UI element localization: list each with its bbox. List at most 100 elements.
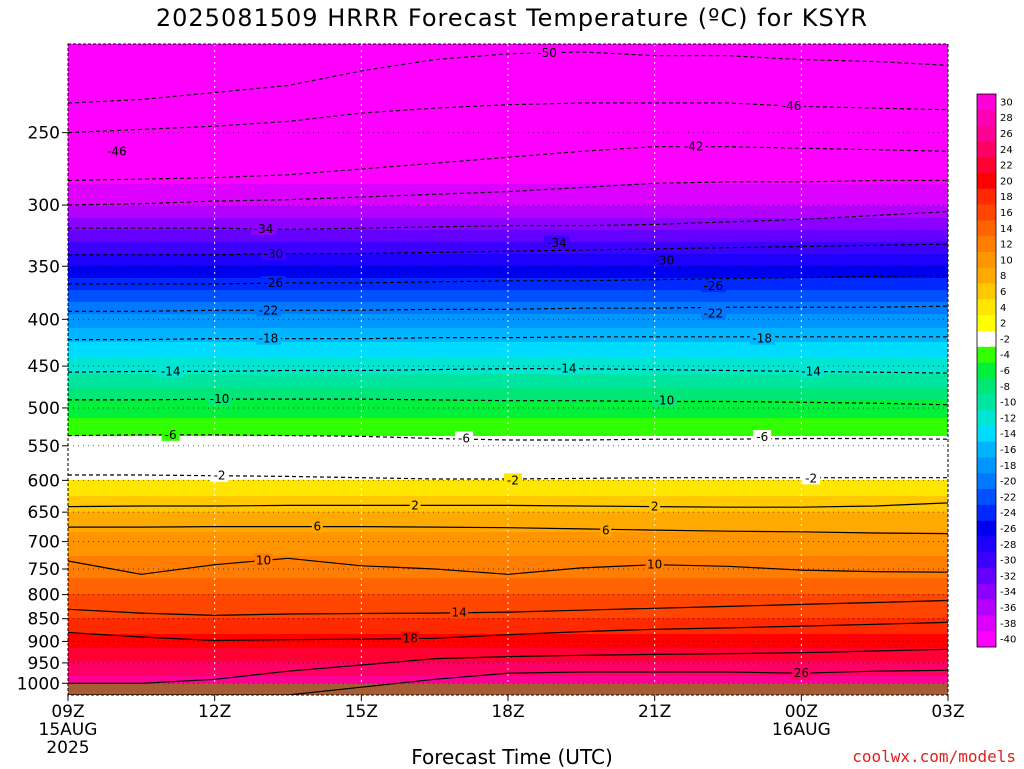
contour-label: -46 [782,99,802,113]
colorbar-swatch [977,568,996,585]
contour-label: -14 [801,364,821,378]
contour-label-bg [161,427,180,441]
contour-label: 26 [794,666,809,680]
colorbar-label: -32 [1000,571,1016,582]
contour-label: -6 [165,428,177,442]
temperature-band [68,82,948,85]
contour-label: -34 [547,236,567,250]
temperature-band [68,336,948,339]
temperature-band [68,46,948,49]
contour-label: -42 [684,140,704,154]
colorbar-label: -8 [1000,382,1010,393]
temperature-band [68,460,948,463]
temperature-band [68,424,948,427]
temperature-band [68,636,948,639]
temperature-band [68,630,948,633]
temperature-band [68,66,948,69]
temperature-band [68,592,948,595]
temperature-band [68,646,948,649]
temperature-band [68,370,948,373]
temperature-band [68,354,948,357]
contour-label: -26 [704,279,724,293]
temperature-band [68,124,948,127]
temperature-band [68,580,948,583]
colorbar-label: 28 [1000,113,1013,124]
x-tick-label: 09Z [51,702,84,722]
colorbar-label: -20 [1000,477,1016,488]
y-tick-label: 350 [28,257,60,277]
temperature-band [68,346,948,349]
temperature-band [68,156,948,159]
temperature-band [68,664,948,667]
colorbar-swatch [977,394,996,411]
y-tick-label: 700 [28,533,60,553]
temperature-band [68,282,948,285]
contour-label-bg [651,253,677,267]
temperature-band [68,150,948,153]
contour-label-bg [158,364,184,378]
contour-label-bg [700,306,726,320]
credit-link[interactable]: coolwx.com/models [852,747,1016,766]
temperature-band [68,390,948,393]
contour-label-bg [779,98,805,112]
contour-label-bg [600,523,612,537]
temperature-band [68,72,948,75]
colorbar-label: -12 [1000,413,1016,424]
temperature-band [68,366,948,369]
temperature-band [68,414,948,417]
temperature-band [68,604,948,607]
temperature-band [68,666,948,669]
temperature-band [68,412,948,415]
temperature-band [68,472,948,475]
temperature-band [68,450,948,453]
temperature-band [68,76,948,79]
temperature-band [68,262,948,265]
contour-label: -26 [264,276,284,290]
temperature-band [68,130,948,133]
temperature-band [68,286,948,289]
temperature-band [68,330,948,333]
temperature-band [68,220,948,223]
x-tick-label: 15Z [345,702,378,722]
colorbar-swatch [977,252,996,269]
colorbar-swatch [977,631,996,648]
y-tick-label: 600 [28,471,60,491]
temperature-band [68,78,948,81]
colorbar-swatch [977,378,996,395]
temperature-band [68,168,948,171]
temperature-band [68,448,948,451]
colorbar-swatch [977,236,996,253]
temperature-band [68,384,948,387]
temperature-band [68,208,948,211]
temperature-band [68,120,948,123]
temperature-band [68,192,948,195]
contour-label: -2 [805,471,817,485]
temperature-band [68,102,948,105]
y-tick-label: 800 [28,586,60,606]
axes: 2503003504004505005506006507007508008509… [17,43,965,758]
colorbar-swatch [977,331,996,348]
y-tick-label: 300 [28,196,60,216]
temperature-band [68,114,948,117]
temperature-band [68,70,948,73]
colorbar-label: -30 [1000,556,1016,567]
temperature-band [68,270,948,273]
temperature-band [68,316,948,319]
temperature-band [68,202,948,205]
contour-label: 6 [314,520,322,534]
temperature-band [68,250,948,253]
colorbar-swatch [977,141,996,158]
contour-label: -14 [557,362,577,376]
temperature-band [68,312,948,315]
colorbar-swatch [977,220,996,237]
colorbar-swatch [977,315,996,332]
colorbar-label: -38 [1000,619,1016,630]
temperature-band [68,298,948,301]
temperature-band [68,264,948,267]
temperature-band [68,174,948,177]
temperature-band [68,166,948,169]
temperature-band [68,112,948,115]
temperature-band [68,426,948,429]
temperature-band [68,394,948,397]
temperature-band [68,280,948,283]
